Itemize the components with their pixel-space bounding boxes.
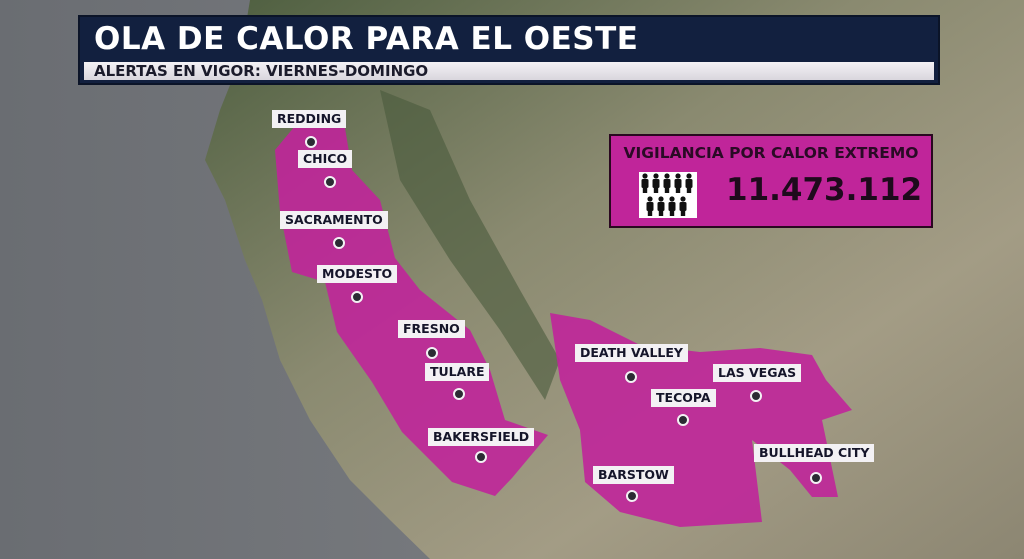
city-marker <box>333 237 345 249</box>
city-marker <box>626 490 638 502</box>
city-marker <box>750 390 762 402</box>
headline-subtitle: ALERTAS EN VIGOR: VIERNES-DOMINGO <box>84 62 934 80</box>
city-label-fresno: FRESNO <box>398 320 465 338</box>
city-marker <box>677 414 689 426</box>
headline-title: OLA DE CALOR PARA EL OESTE <box>94 21 639 57</box>
city-marker <box>810 472 822 484</box>
city-label-bakersfield: BAKERSFIELD <box>428 428 535 446</box>
city-marker <box>305 136 317 148</box>
extreme-heat-watch-box: VIGILANCIA POR CALOR EXTREMO 11.473.112 <box>609 134 933 228</box>
city-label-sacramento: SACRAMENTO <box>280 211 388 229</box>
city-label-bullhead-city: BULLHEAD CITY <box>754 444 875 462</box>
city-label-tulare: TULARE <box>425 363 490 381</box>
city-label-las-vegas: LAS VEGAS <box>713 364 802 382</box>
city-marker <box>324 176 336 188</box>
city-marker <box>625 371 637 383</box>
city-marker <box>475 451 487 463</box>
city-marker <box>351 291 363 303</box>
sierra-nevada <box>380 90 560 400</box>
stat-value: 11.473.112 <box>726 172 923 208</box>
headline-banner: OLA DE CALOR PARA EL OESTE ALERTAS EN VI… <box>78 15 940 85</box>
city-label-chico: CHICO <box>298 150 353 168</box>
city-label-barstow: BARSTOW <box>593 466 674 484</box>
city-label-tecopa: TECOPA <box>651 389 716 407</box>
people-icon <box>639 172 697 218</box>
city-label-redding: REDDING <box>272 110 347 128</box>
city-label-death-valley: DEATH VALLEY <box>575 344 688 362</box>
city-marker <box>453 388 465 400</box>
city-marker <box>426 347 438 359</box>
stat-label: VIGILANCIA POR CALOR EXTREMO <box>623 144 919 162</box>
city-label-modesto: MODESTO <box>317 265 398 283</box>
